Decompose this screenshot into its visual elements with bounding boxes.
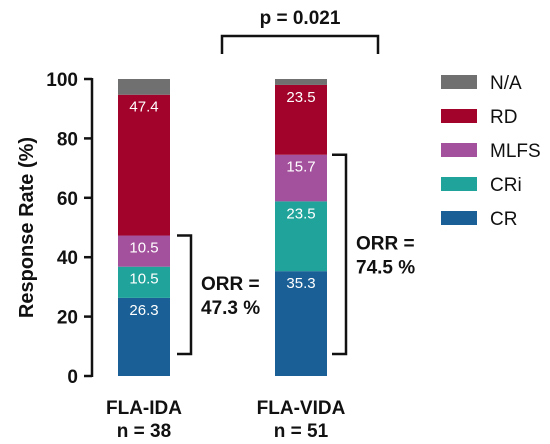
legend-label-cr: CR [490,209,517,230]
bar-segment-cri [118,266,170,298]
segment-value-label: 26.3 [129,302,158,319]
bars: 26.3 10.5 10.5 47.4 35.3 23.5 15.7 23.5 [118,79,327,376]
orr-bracket [177,234,193,356]
orr-label-line2: 47.3 % [201,298,260,319]
x-category-label: FLA-VIDA [257,398,346,419]
legend: N/A RD MLFS CRi CR [441,73,541,230]
bar-segment-n-a [118,79,170,95]
segment-value-label: 15.7 [286,159,315,176]
segment-value-label: 10.5 [129,240,158,257]
orr-bracket [332,153,348,356]
bar-segment-cri [275,201,327,272]
bar-segment-cr [118,297,170,376]
significance-bracket [220,34,380,54]
y-tick-label: 80 [57,129,78,150]
legend-swatch-mlfs [441,143,477,157]
orr-label-line2: 74.5 % [356,257,415,278]
segment-value-label: 23.5 [286,89,315,106]
legend-swatch-cr [441,211,477,225]
y-tick-label: 60 [57,189,78,210]
orr-label-line1: ORR = [201,274,260,295]
bar-segment-rd [275,84,327,155]
segment-value-label: 23.5 [286,205,315,222]
bar-segment-n-a [275,79,327,85]
legend-swatch-rd [441,109,477,123]
segment-value-label: 47.4 [129,99,158,116]
y-tick-label: 20 [57,308,78,329]
p-value-label: p = 0.021 [260,8,341,29]
x-category-sublabel: n = 38 [117,421,171,442]
legend-label-rd: RD [490,107,517,128]
legend-swatch-n-a [441,75,477,89]
segment-value-label: 35.3 [286,275,315,292]
segment-value-label: 10.5 [129,271,158,288]
bar-segment-mlfs [118,235,170,267]
legend-label-mlfs: MLFS [490,141,541,162]
x-category-label: FLA-IDA [106,398,182,419]
bar-segment-mlfs [275,154,327,202]
legend-label-n-a: N/A [490,73,522,94]
legend-label-cri: CRi [490,175,522,196]
legend-swatch-cri [441,177,477,191]
y-tick-label: 0 [67,367,78,388]
y-tick-label: 100 [46,70,78,91]
bar-segment-cr [275,271,327,376]
bar-segment-rd [118,94,170,236]
orr-label-line1: ORR = [356,233,415,254]
x-category-sublabel: n = 51 [274,421,329,442]
y-axis-label: Response Rate (%) [16,137,38,318]
y-tick-label: 40 [57,248,78,269]
annotations: ORR = 47.3 % ORR = 74.5 % p = 0.021 [177,8,415,356]
